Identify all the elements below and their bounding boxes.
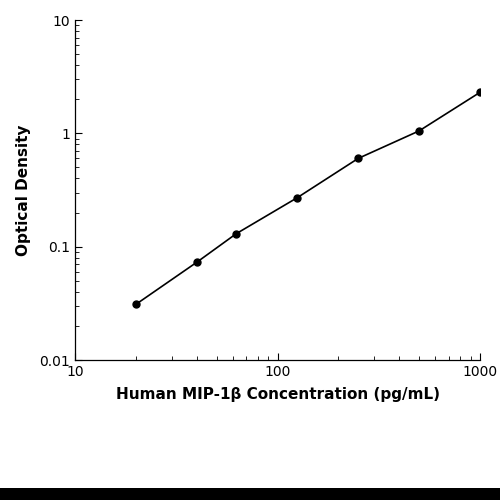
X-axis label: Human MIP-1β Concentration (pg/mL): Human MIP-1β Concentration (pg/mL) xyxy=(116,387,440,402)
Y-axis label: Optical Density: Optical Density xyxy=(16,124,31,256)
